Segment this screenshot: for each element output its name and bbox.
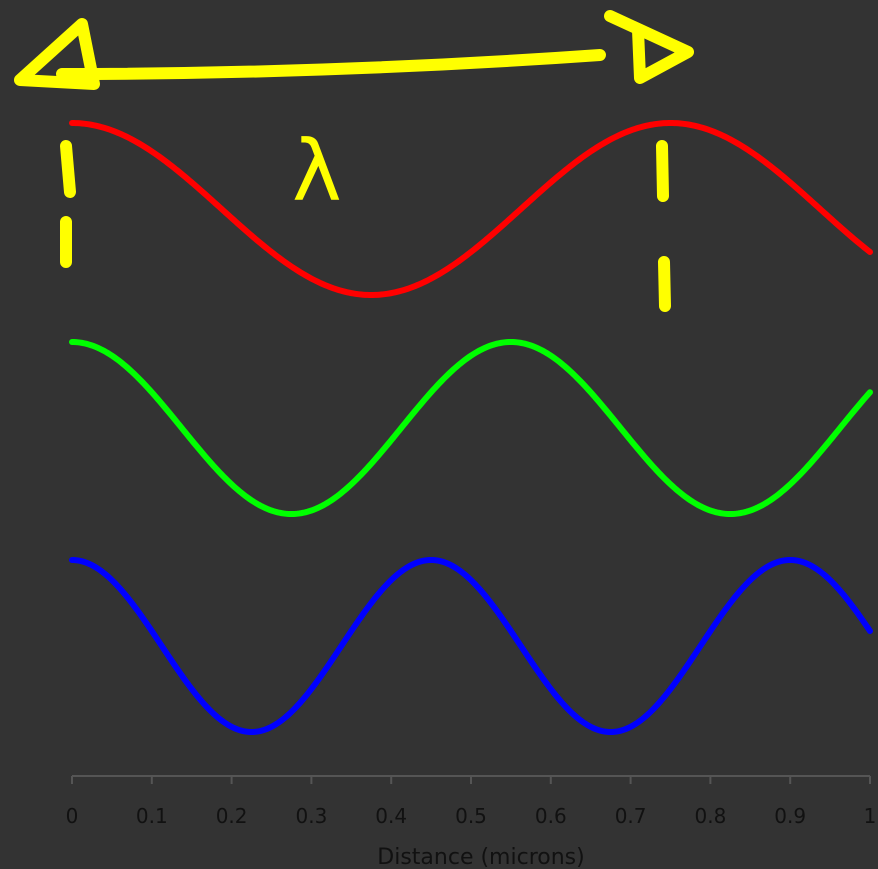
x-tick-label: 0.9 — [774, 804, 806, 828]
right-arrowhead — [604, 10, 694, 84]
left-arrowhead — [14, 18, 100, 90]
lambda-symbol: λ — [292, 122, 342, 220]
wave-series-3 — [69, 556, 873, 736]
left-dashed-marker — [60, 140, 76, 268]
x-tick-label: 1 — [864, 804, 877, 828]
x-tick-label: 0.4 — [375, 804, 407, 828]
x-tick-label: 0.3 — [295, 804, 327, 828]
x-tick-label: 0 — [66, 804, 79, 828]
wavelength-annotation: λ — [14, 10, 694, 312]
x-axis-label: Distance (microns) — [377, 845, 584, 869]
x-tick-label: 0.8 — [694, 804, 726, 828]
wave-series-1 — [69, 119, 873, 299]
x-tick-label: 0.7 — [615, 804, 647, 828]
x-tick-label: 0.6 — [535, 804, 567, 828]
x-axis: 0 0.1 0.2 0.3 0.4 0.5 0.6 0.7 0.8 0.9 1 — [66, 775, 877, 828]
x-tick-label: 0.2 — [216, 804, 248, 828]
x-tick-label: 0.1 — [136, 804, 168, 828]
wavelength-arrow — [56, 49, 606, 80]
x-axis-ticks: 0 0.1 0.2 0.3 0.4 0.5 0.6 0.7 0.8 0.9 1 — [66, 776, 877, 828]
x-tick-label: 0.5 — [455, 804, 487, 828]
right-dashed-marker — [656, 140, 671, 312]
wave-series-2 — [69, 338, 873, 518]
series-layer — [69, 119, 873, 736]
